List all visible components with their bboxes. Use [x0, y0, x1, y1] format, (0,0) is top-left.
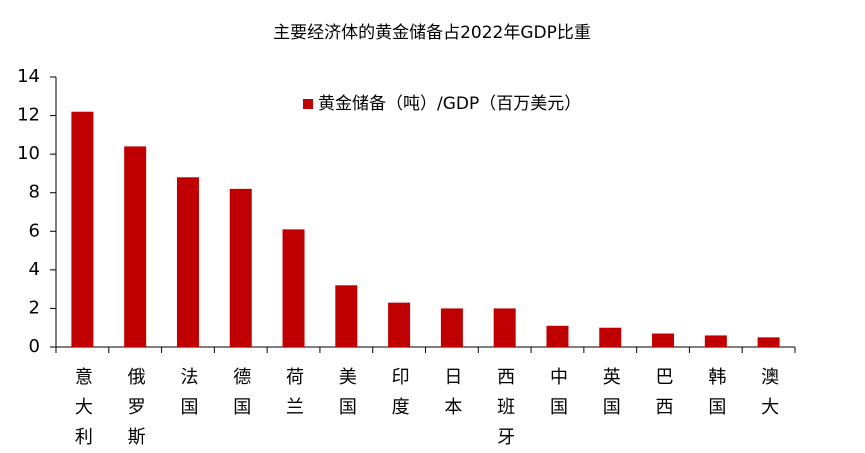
x-tick-label: 日本	[441, 367, 462, 427]
legend-swatch	[303, 99, 313, 109]
bar	[124, 146, 147, 347]
bar	[388, 302, 411, 347]
x-tick-label: 韩国	[705, 367, 726, 427]
x-tick-label: 德国	[230, 367, 251, 427]
y-tick-label: 12	[17, 105, 40, 126]
legend-label: 黄金储备（吨）/GDP（百万美元）	[318, 94, 581, 114]
x-tick-label: 美国	[336, 367, 357, 427]
x-tick-label: 西班牙	[494, 367, 515, 453]
bar	[229, 188, 252, 347]
bar	[493, 308, 516, 347]
y-tick-label: 2	[29, 297, 40, 318]
bar	[599, 327, 622, 347]
bar	[282, 229, 305, 347]
y-tick-label: 0	[29, 336, 40, 357]
y-tick-label: 14	[17, 66, 40, 87]
x-tick-label: 澳大	[758, 367, 779, 427]
bar	[757, 337, 780, 347]
bar	[335, 285, 358, 347]
x-tick-label: 印度	[389, 367, 410, 427]
y-tick-label: 6	[29, 220, 40, 241]
x-tick-label: 英国	[600, 367, 621, 427]
x-tick-label: 中国	[547, 367, 568, 427]
x-tick-label: 法国	[177, 367, 198, 427]
x-tick-label: 俄罗斯	[125, 367, 146, 453]
y-tick-label: 8	[29, 182, 40, 203]
bar	[71, 111, 94, 347]
chart-title: 主要经济体的黄金储备占2022年GDP比重	[273, 23, 591, 43]
bar	[546, 325, 569, 347]
bar	[704, 335, 727, 347]
x-tick-label: 荷兰	[283, 367, 304, 427]
bar	[652, 333, 675, 347]
x-tick-label: 巴西	[653, 367, 674, 427]
bar	[440, 308, 463, 347]
y-tick-label: 10	[17, 143, 40, 164]
y-tick-label: 4	[29, 259, 40, 280]
bar	[176, 177, 199, 347]
x-tick-label: 意大利	[72, 367, 93, 453]
